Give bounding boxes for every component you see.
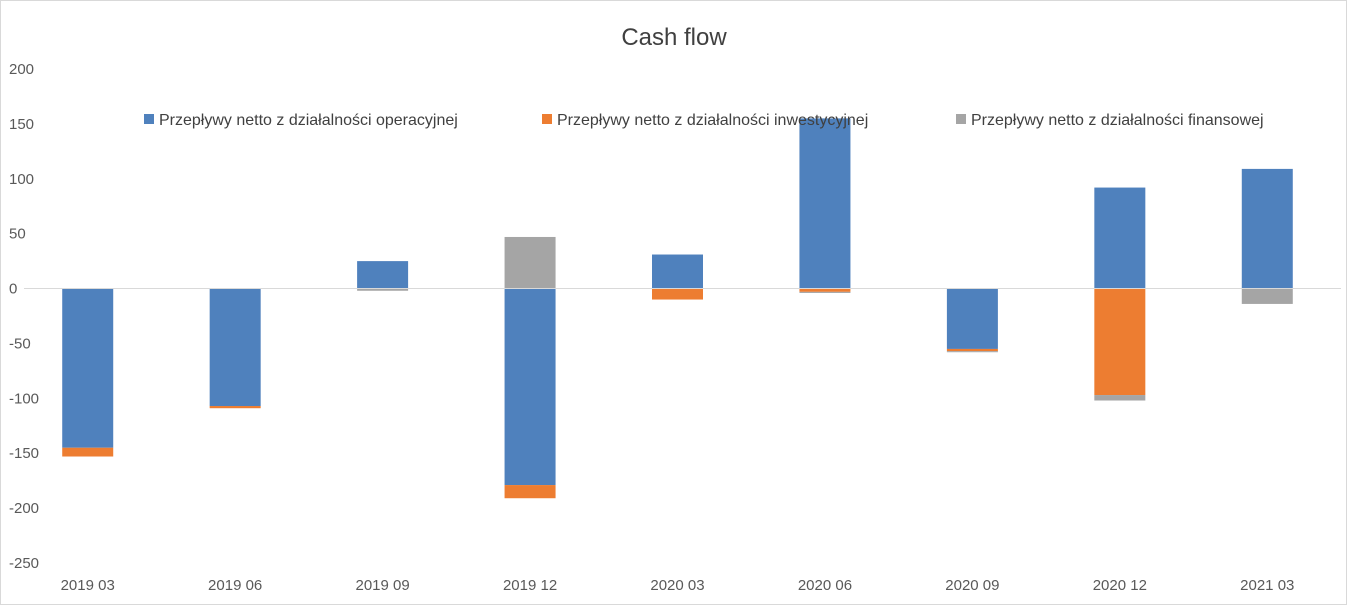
bar-2019-03-series-1 [62,288,114,448]
x-tick-label-2020-06: 2020 06 [798,577,852,594]
legend-swatch-series-1 [144,114,154,124]
bar-2020-06-series-2 [799,288,851,292]
bar-2020-09-series-1 [946,288,998,349]
bar-2020-03-series-1 [652,254,703,289]
legend-label-series-1: Przepływy netto z działalności operacyjn… [159,112,458,129]
legend-swatch-series-2 [542,114,552,124]
x-axis-labels: 2019 03 2019 06 2019 09 2019 12 2020 03 2020 … [61,577,1295,594]
bar-2019-12-series-2 [504,485,556,499]
bar-2020-12-series-3 [1094,395,1146,401]
bar-2019-09-series-1 [357,261,409,289]
bar-2021-03-series-1 [1241,168,1293,289]
bar-2019-03-series-2 [62,447,114,457]
legend-label-series-3: Przepływy netto z działalności finansowe… [971,112,1264,129]
bar-2019-06-series-1 [209,288,261,407]
y-tick-label-100: -100 [9,390,39,407]
bar-2020-09-series-2 [946,348,998,352]
y-tick-label-50: -50 [9,335,31,352]
bar-2020-03-series-2 [652,288,703,300]
bar-2019-12-series-3 [504,236,556,289]
y-tick-label-0: 0 [9,281,17,298]
bars [62,118,1293,499]
x-tick-label-2021-03: 2021 03 [1240,577,1294,594]
chart-title: Cash flow [621,24,727,51]
y-tick-label-200: -200 [9,500,39,517]
x-tick-label-2020-12: 2020 12 [1093,577,1147,594]
x-tick-label-2019-12: 2019 12 [503,577,557,594]
y-tick-label-250: -250 [9,555,39,572]
bar-2019-12-series-1 [504,288,556,486]
y-tick-label-50: 50 [9,226,26,243]
y-tick-label-100: 100 [9,171,34,188]
x-tick-label-2020-09: 2020 09 [945,577,999,594]
x-tick-label-2019-03: 2019 03 [61,577,115,594]
bar-2020-12-series-1 [1094,187,1146,289]
y-tick-label-200: 200 [9,61,34,78]
bar-2019-09-series-3 [357,288,409,291]
y-tick-label-150: -150 [9,445,39,462]
x-tick-label-2019-06: 2019 06 [208,577,262,594]
bar-2019-06-series-2 [209,406,261,409]
y-axis-labels: 200 150 100 50 0 -50 -100 -150 -200 -250 [9,61,39,572]
bar-2020-09-series-3 [946,351,998,353]
bar-2020-12-series-2 [1094,288,1146,396]
bar-2020-06-series-3 [799,291,851,293]
legend-label-series-2: Przepływy netto z działalności inwestycy… [557,112,868,129]
legend-swatch-series-3 [956,114,966,124]
legend: Przepływy netto z działalności operacyjn… [144,112,1264,129]
x-tick-label-2019-09: 2019 09 [355,577,409,594]
bar-2020-06-series-1 [799,118,851,289]
y-tick-label-150: 150 [9,116,34,133]
bar-2021-03-series-3 [1241,288,1293,304]
x-tick-label-2020-03: 2020 03 [650,577,704,594]
